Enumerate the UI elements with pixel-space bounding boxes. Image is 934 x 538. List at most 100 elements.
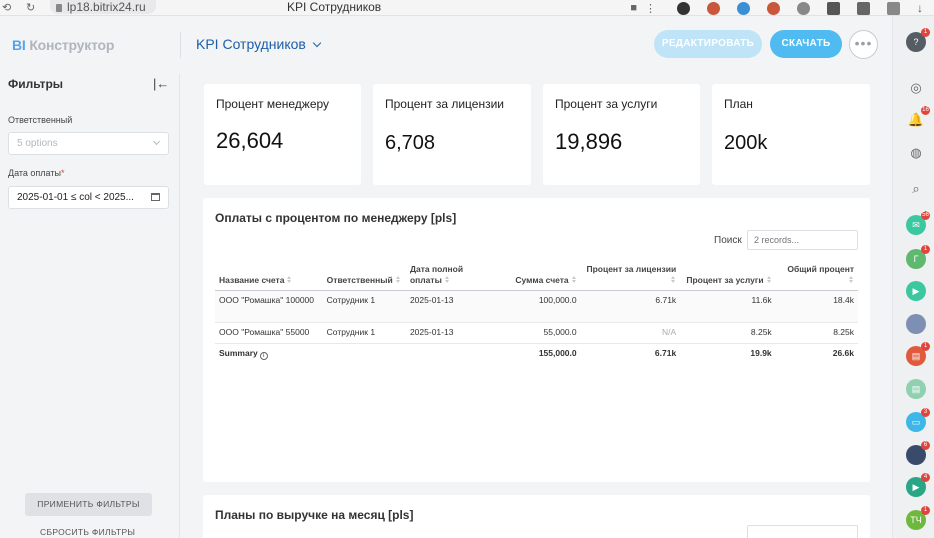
logo: BI Конструктор [12, 37, 114, 53]
back-icon[interactable]: ⟲ [2, 2, 12, 14]
copilot-icon[interactable]: ◎ [910, 80, 922, 95]
reload-icon[interactable]: ↻ [26, 2, 36, 14]
globe-icon[interactable] [797, 1, 810, 15]
kpi-card-manager: Процент менеджеру 26,604 [204, 84, 361, 185]
sort-icon [766, 275, 772, 283]
column-header-label: Название счета [219, 274, 285, 285]
table-cell: ООО "Ромашка" 55000 [215, 322, 323, 344]
notification-badge: 1 [921, 28, 930, 37]
tab-title: KPI Сотрудников [287, 0, 382, 14]
report-title-dropdown[interactable]: KPI Сотрудников [196, 36, 322, 52]
chat-icon[interactable]: ◍ [910, 145, 922, 160]
card-title: Планы по выручке на месяц [pls] [215, 508, 414, 522]
notification-badge: 16 [921, 106, 930, 115]
report-title: KPI Сотрудников [196, 36, 306, 52]
table-cell [406, 343, 497, 364]
table-cell: 11.6k [680, 290, 776, 323]
kpi-value: 200k [724, 132, 768, 154]
kpi-card-services: Процент за услуги 19,896 [543, 84, 700, 185]
menu-dots-icon[interactable]: ⋮ [645, 2, 656, 15]
search-input[interactable] [747, 230, 858, 250]
payment-date-value: 2025-01-01 ≤ col < 2025... [17, 192, 134, 203]
table-cell: N/A [580, 322, 681, 344]
extension-icon-1[interactable] [677, 1, 690, 15]
feedback-icon[interactable]: ▭ 3 [906, 408, 930, 432]
column-header[interactable]: Процент за услуги [680, 260, 776, 291]
sort-icon [444, 275, 450, 283]
card-title: Оплаты с процентом по менеджеру [pls] [215, 211, 457, 225]
table-cell: 2025-01-13 [405, 290, 498, 323]
column-header[interactable]: Ответственный [322, 260, 406, 291]
kpi-title: План [724, 97, 753, 111]
plans-card: Планы по выручке на месяц [pls] [203, 495, 870, 538]
column-header-label: Процент за лицензии [586, 263, 677, 274]
filters-title: Фильтры [8, 77, 64, 91]
logo-prefix: BI [12, 37, 26, 53]
column-header-label: Общий процент [787, 263, 854, 274]
column-header[interactable]: Сумма счета [497, 260, 581, 291]
help-icon[interactable]: ? 1 [906, 28, 930, 52]
kpi-title: Процент менеджеру [216, 97, 330, 111]
summary-cell: 155,000.0 [538, 347, 577, 358]
download-button[interactable]: СКАЧАТЬ [770, 30, 842, 58]
browser-toolbar: ⟲ ↻ lp18.bitrix24.ru KPI Сотрудников ■ ⋮… [0, 0, 934, 16]
sort-icon [287, 275, 292, 283]
search-input[interactable] [747, 525, 858, 538]
messenger-icon[interactable]: ✉ 56 [906, 211, 930, 235]
download-icon[interactable]: ↓ [917, 0, 923, 15]
column-header-label: Ответственный [326, 274, 393, 285]
notification-badge: 6 [921, 441, 930, 450]
extension-icon-7[interactable] [857, 1, 870, 15]
summary-row: Summary i 155,000.0 6.71k 19.9k 26.6k [215, 343, 858, 364]
extension-icon-2[interactable] [707, 1, 720, 15]
column-header-label: Процент за услуги [686, 274, 764, 285]
column-header[interactable]: Дата полной оплаты [405, 260, 498, 291]
apply-filters-button[interactable]: ПРИМЕНИТЬ ФИЛЬТРЫ [25, 493, 152, 516]
summary-label: Summary [219, 347, 258, 358]
table-row[interactable]: ООО "Ромашка" 55000 Сотрудник 1 2025-01-… [215, 322, 858, 344]
table-cell: ООО "Ромашка" 100000 [215, 290, 323, 323]
bookmark-icon[interactable]: ■ [630, 2, 637, 14]
bell-icon[interactable]: 🔔 16 [907, 106, 930, 127]
header-divider [180, 32, 181, 58]
sort-icon [571, 275, 577, 283]
info-icon[interactable]: i [259, 351, 268, 360]
chevron-down-icon [312, 38, 322, 48]
video-icon[interactable]: ▶ [906, 281, 926, 301]
table-cell: 8.25k [775, 322, 858, 344]
table-cell: 18.4k [775, 290, 858, 323]
address-bar[interactable]: lp18.bitrix24.ru [50, 0, 156, 14]
table-row[interactable]: ООО "Ромашка" 100000 Сотрудник 1 2025-01… [215, 290, 858, 323]
contact-card-2-icon[interactable]: ▤ [906, 379, 926, 399]
responsible-select[interactable]: 5 options [8, 132, 169, 155]
table-cell: 8.25k [680, 322, 776, 344]
edit-button[interactable]: РЕДАКТИРОВАТЬ [654, 30, 762, 58]
kpi-value: 19,896 [555, 129, 623, 154]
column-header[interactable]: Общий процент [775, 260, 858, 291]
user-tch-icon[interactable]: ТЧ 1 [906, 506, 930, 530]
extension-icon-4[interactable] [767, 1, 780, 15]
more-options-button[interactable]: ••• [849, 30, 878, 59]
right-rail: ? 1 ◎ 🔔 16 ◍ ⌕ ✉ 56 Г 1 ▶ ▤ 1 ▤ ▭ 3 6 ▶ 4 ТЧ 1 [892, 16, 934, 538]
chevron-down-icon [152, 137, 161, 146]
user-avatar-icon[interactable] [906, 314, 926, 334]
lock-icon [56, 4, 62, 12]
kpi-title: Процент за лицензии [385, 97, 505, 111]
extension-icon-3[interactable] [737, 1, 750, 15]
extension-icon-6[interactable] [827, 1, 840, 15]
table-cell: 2025-01-13 [405, 322, 498, 344]
video-call-icon[interactable]: ▶ 4 [906, 473, 930, 497]
sort-icon [395, 275, 401, 283]
table-cell: Сотрудник 1 [322, 290, 406, 323]
search-icon[interactable]: ⌕ [912, 181, 920, 196]
collapse-panel-icon[interactable]: |← [153, 76, 170, 91]
app-header: BI Конструктор KPI Сотрудников РЕДАКТИРО… [0, 16, 892, 74]
user-avatar-2-icon[interactable]: 6 [906, 441, 930, 465]
column-header[interactable]: Процент за лицензии [580, 260, 681, 291]
reset-filters-button[interactable]: СБРОСИТЬ ФИЛЬТРЫ [40, 527, 136, 537]
column-header[interactable]: Название счета [215, 260, 323, 291]
payment-date-input[interactable]: 2025-01-01 ≤ col < 2025... [8, 186, 169, 209]
contact-card-icon[interactable]: ▤ 1 [906, 342, 930, 366]
puzzle-icon[interactable] [887, 1, 900, 15]
